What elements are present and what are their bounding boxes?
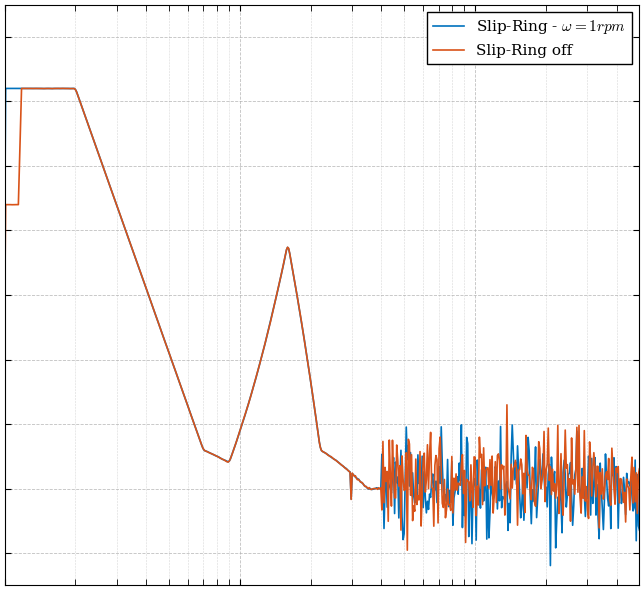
Slip-Ring - $\omega = 1rpm$ <box>165 349 173 356</box>
Slip-Ring off <box>481 482 489 489</box>
Slip-Ring - $\omega = 1rpm$ <box>636 527 643 534</box>
Line: Slip-Ring - $\omega = 1rpm$: Slip-Ring - $\omega = 1rpm$ <box>5 88 639 566</box>
Slip-Ring - $\omega = 1rpm$ <box>1 240 8 247</box>
Slip-Ring - $\omega = 1rpm$ <box>547 562 554 569</box>
Slip-Ring - $\omega = 1rpm$ <box>376 485 384 492</box>
Slip-Ring off <box>376 485 384 492</box>
Line: Slip-Ring off: Slip-Ring off <box>5 88 639 550</box>
Slip-Ring - $\omega = 1rpm$ <box>58 85 66 92</box>
Slip-Ring - $\omega = 1rpm$ <box>426 490 433 497</box>
Slip-Ring off <box>289 268 297 275</box>
Slip-Ring off <box>114 205 122 212</box>
Slip-Ring off <box>403 546 411 553</box>
Slip-Ring off <box>25 85 33 92</box>
Slip-Ring - $\omega = 1rpm$ <box>114 205 122 212</box>
Legend: Slip-Ring - $\omega = 1rpm$, Slip-Ring off: Slip-Ring - $\omega = 1rpm$, Slip-Ring o… <box>427 12 632 64</box>
Slip-Ring - $\omega = 1rpm$ <box>480 497 488 504</box>
Slip-Ring off <box>165 349 173 356</box>
Slip-Ring off <box>427 429 435 436</box>
Slip-Ring off <box>1 317 8 324</box>
Slip-Ring - $\omega = 1rpm$ <box>289 268 297 275</box>
Slip-Ring off <box>636 466 643 473</box>
